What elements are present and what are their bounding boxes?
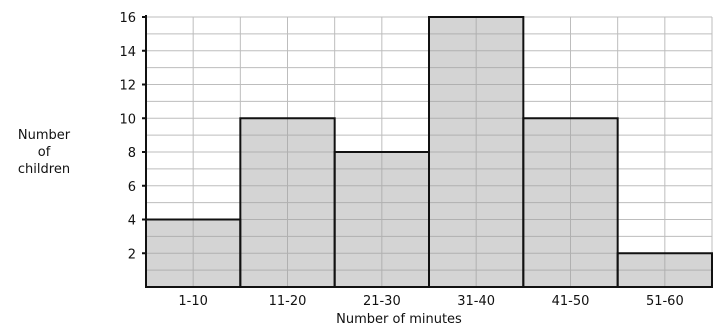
- bar-41-50: [522, 117, 619, 288]
- axes: [142, 15, 712, 288]
- y-tick-label: 2: [128, 247, 136, 262]
- y-tick-label: 14: [119, 45, 136, 60]
- y-tick-label: 6: [128, 180, 136, 195]
- y-axis-title-line: Number: [18, 128, 71, 143]
- y-tick-label: 8: [128, 146, 136, 161]
- x-tick-label: 41-50: [552, 294, 590, 309]
- x-tick-labels: 1-10 11-20 21-30 31-40 41-50 51-60: [178, 294, 683, 309]
- y-tick-label: 16: [119, 11, 136, 26]
- y-tick-label: 10: [119, 112, 136, 127]
- x-axis-title: Number of minutes: [336, 312, 462, 327]
- y-axis-title: Number of children: [18, 128, 71, 177]
- y-tick-labels: 2 4 6 8 10 12 14 16: [119, 11, 136, 262]
- x-tick-label: 21-30: [363, 294, 401, 309]
- bars: [145, 16, 714, 288]
- bar-11-20: [239, 117, 336, 288]
- y-axis-title-line: children: [18, 162, 70, 177]
- x-tick-label: 1-10: [178, 294, 208, 309]
- bar-31-40: [428, 16, 525, 288]
- x-tick-label: 31-40: [457, 294, 495, 309]
- x-tick-label: 11-20: [269, 294, 307, 309]
- y-tick-label: 12: [119, 79, 136, 94]
- bar-21-30: [333, 151, 430, 288]
- y-tick-label: 4: [128, 214, 136, 229]
- x-tick-label: 51-60: [646, 294, 684, 309]
- bar-51-60: [616, 252, 714, 288]
- y-axis-title-line: of: [38, 145, 51, 160]
- bar-1-10: [145, 218, 242, 288]
